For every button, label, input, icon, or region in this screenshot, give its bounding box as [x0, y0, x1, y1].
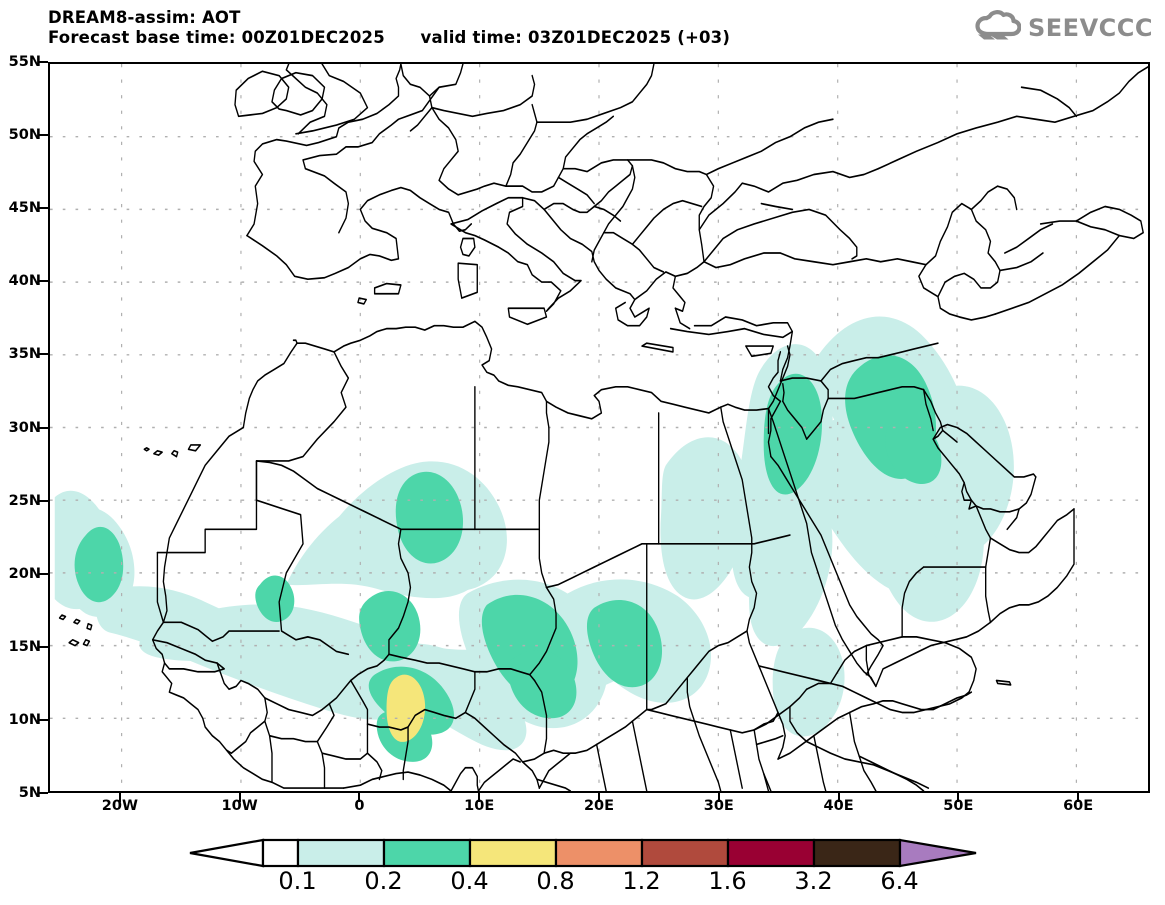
colorbar-cell-1: [296, 838, 385, 868]
colorbar-tick-label: 0.2: [364, 867, 403, 895]
y-axis-label: 40N: [8, 273, 41, 290]
colorbar-tick-label: 3.2: [794, 867, 833, 895]
colorbar-tick-label: 1.2: [622, 867, 661, 895]
chart-header: DREAM8-assim: AOT Forecast base time: 00…: [48, 8, 998, 48]
y-axis-tick: [38, 207, 48, 210]
x-axis-label: 20W: [101, 798, 138, 814]
x-axis-label: 0: [354, 798, 365, 814]
x-axis-tick: [238, 793, 241, 802]
colorbar-over-arrow: [898, 838, 976, 868]
x-axis-tick: [837, 793, 840, 802]
x-axis-label: 30E: [703, 798, 734, 814]
x-axis-tick: [1077, 793, 1080, 802]
y-axis-tick: [38, 134, 48, 137]
y-axis-label: 55N: [8, 54, 41, 70]
colorbar-tick-labels: 0.1 0.2 0.4 0.8 1.2 1.6 3.2 6.4: [0, 867, 1165, 897]
map-svg: [50, 64, 1148, 791]
map-geography: [58, 64, 1148, 791]
x-axis-label: 20E: [583, 798, 615, 814]
map-plot-area: [48, 62, 1150, 793]
forecast-time-line: Forecast base time: 00Z01DEC2025 valid t…: [48, 28, 731, 47]
colorbar-tick-label: 0.8: [536, 867, 575, 895]
y-axis-tick: [38, 645, 48, 648]
colorbar-cell-4: [554, 838, 643, 868]
y-axis-tick: [38, 426, 48, 429]
y-axis-tick: [38, 792, 48, 794]
colorbar-cell-6: [726, 838, 815, 868]
y-axis-label: 50N: [8, 127, 41, 144]
x-axis-tick: [957, 793, 960, 802]
colorbar: 0.1 0.2 0.4 0.8 1.2 1.6 3.2 6.4: [0, 838, 1165, 900]
x-axis-tick: [478, 793, 481, 802]
colorbar-cell-5: [640, 838, 729, 868]
y-axis-label: 35N: [8, 346, 41, 363]
y-axis-tick: [38, 61, 48, 63]
x-axis-tick: [598, 793, 600, 802]
colorbar-cell-2: [382, 838, 471, 868]
colorbar-cell-7: [812, 838, 901, 868]
y-axis-tick: [38, 499, 48, 502]
cloud-icon: [975, 10, 1022, 45]
y-axis-tick: [38, 353, 48, 356]
colorbar-tick-label: 0.1: [278, 867, 317, 895]
y-axis-tick: [38, 572, 48, 575]
logo-text: SEEVCCC: [1028, 13, 1153, 42]
x-axis-tick: [118, 793, 121, 802]
y-axis-label: 30N: [8, 419, 41, 436]
colorbar-tick-label: 6.4: [880, 867, 919, 895]
plot-frame: [48, 62, 1150, 793]
x-axis-tick: [717, 793, 720, 802]
y-axis-tick: [38, 280, 48, 283]
y-axis-label: 10N: [8, 711, 41, 728]
y-axis-label: 5N: [18, 785, 41, 801]
x-axis-label: 60E: [1063, 798, 1094, 814]
colorbar-cell-0: [261, 838, 299, 868]
x-axis-label: 10W: [221, 798, 258, 814]
colorbar-tick-label: 1.6: [708, 867, 747, 895]
y-axis-label: 20N: [8, 565, 41, 582]
y-axis-label: 25N: [8, 492, 41, 509]
x-axis-tick: [358, 793, 361, 802]
y-axis-tick: [38, 718, 48, 721]
colorbar-under-arrow: [189, 838, 264, 868]
y-axis-label: 15N: [8, 638, 41, 655]
page-title: DREAM8-assim: AOT: [48, 8, 241, 27]
colorbar-tick-label: 0.4: [450, 867, 489, 895]
x-axis-label: 50E: [943, 798, 974, 814]
x-axis-label: 40E: [823, 798, 854, 814]
x-axis-label: 10E: [464, 798, 495, 814]
y-axis-label: 45N: [8, 200, 41, 217]
colorbar-swatches: [189, 838, 976, 868]
seevccc-logo: SEEVCCC: [975, 10, 1153, 45]
colorbar-cell-3: [468, 838, 557, 868]
aot-contour-field: [54, 316, 1014, 762]
